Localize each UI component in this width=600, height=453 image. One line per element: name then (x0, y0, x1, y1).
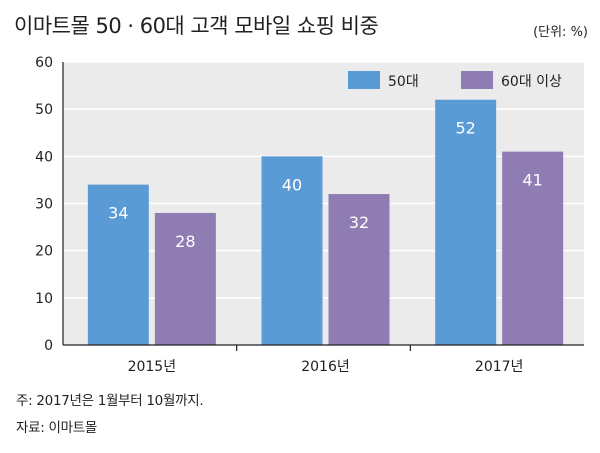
legend-swatch (461, 71, 493, 89)
data-label: 28 (175, 232, 195, 251)
y-axis-ticks: 0 10 20 30 40 50 60 (35, 55, 53, 354)
data-labels: 34 28 40 32 52 41 (108, 119, 543, 251)
chart-title: 이마트몰 50 · 60대 고객 모바일 쇼핑 비중 (14, 14, 379, 38)
bar (261, 156, 323, 345)
footnote: 주: 2017년은 1월부터 10월까지. (16, 393, 204, 409)
x-axis-ticks: 2015년 2016년 2017년 (128, 345, 524, 375)
gridlines (63, 61, 584, 299)
y-tick-label: 10 (35, 291, 53, 307)
legend-label: 60대 이상 (501, 74, 562, 90)
bar (502, 151, 564, 345)
bars (87, 99, 564, 345)
bar (435, 99, 497, 345)
data-label: 34 (108, 204, 128, 223)
y-tick-label: 0 (44, 338, 53, 354)
data-label: 32 (349, 213, 369, 232)
data-label: 52 (455, 119, 475, 138)
bar (328, 194, 390, 345)
bar (87, 184, 149, 345)
data-label: 40 (282, 175, 302, 194)
legend: 50대 60대 이상 (348, 71, 562, 90)
unit-label: (단위: %) (533, 25, 588, 40)
y-tick-label: 50 (35, 102, 53, 118)
legend-swatch (348, 71, 380, 89)
x-tick-label: 2016년 (301, 359, 350, 375)
x-tick-label: 2017년 (475, 359, 524, 375)
y-tick-label: 40 (35, 149, 53, 165)
data-label: 41 (522, 171, 542, 190)
axes (62, 62, 584, 346)
y-tick-label: 20 (35, 244, 53, 260)
x-tick-label: 2015년 (128, 359, 177, 375)
y-tick-label: 30 (35, 197, 53, 213)
source-note: 자료: 이마트몰 (16, 420, 97, 436)
y-tick-label: 60 (35, 55, 53, 71)
legend-label: 50대 (388, 74, 419, 90)
bar (154, 212, 216, 345)
